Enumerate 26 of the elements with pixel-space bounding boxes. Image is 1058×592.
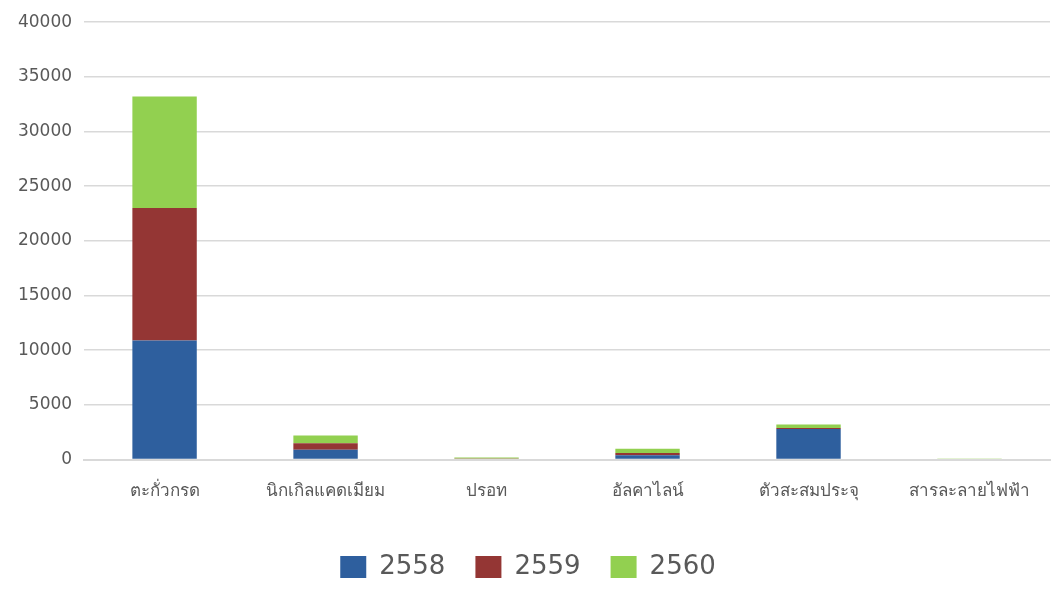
- y-tick-label: 5000: [28, 393, 73, 414]
- y-tick-label: 20000: [17, 229, 73, 250]
- legend-label: 2558: [379, 549, 446, 580]
- y-tick-label: 10000: [17, 338, 73, 359]
- y-tick-label: 15000: [17, 284, 73, 304]
- x-tick-label: อัลคาไลน์: [611, 480, 684, 501]
- legend-label: 2560: [649, 549, 716, 580]
- y-tick-label: 25000: [17, 174, 73, 195]
- bar: [132, 96, 197, 209]
- x-tick-label: นิกเกิลแคดเมียม: [266, 480, 386, 501]
- x-tick-label: ตะกั่วกรด: [129, 478, 200, 501]
- x-tick-label: ตัวสะสมประจุ: [758, 480, 859, 502]
- bar: [293, 435, 358, 444]
- y-tick-label: 40000: [17, 10, 73, 31]
- bar: [615, 448, 680, 454]
- bar: [293, 443, 358, 450]
- bar: [293, 449, 358, 459]
- x-tick-label: ปรอท: [466, 480, 508, 501]
- y-tick-label: 0: [61, 448, 73, 469]
- bar: [132, 208, 197, 341]
- y-tick-label: 30000: [17, 119, 73, 140]
- x-tick-label: สารละลายไฟฟ้า: [909, 480, 1031, 501]
- legend-label: 2559: [514, 549, 581, 580]
- y-tick-label: 35000: [17, 65, 73, 86]
- bar: [132, 340, 197, 459]
- bar: [776, 428, 841, 459]
